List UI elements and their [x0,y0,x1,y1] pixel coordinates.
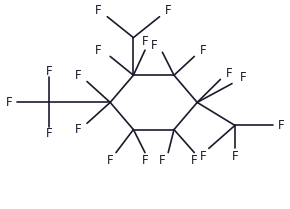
Text: F: F [95,44,102,57]
Text: F: F [6,96,12,109]
Text: F: F [240,71,247,84]
Text: F: F [191,154,197,167]
Text: F: F [46,65,52,78]
Text: F: F [200,44,206,57]
Text: F: F [95,4,102,17]
Text: F: F [226,67,232,80]
Text: F: F [142,154,148,167]
Text: F: F [278,119,284,132]
Text: F: F [107,154,113,167]
Text: F: F [46,127,52,140]
Text: F: F [232,150,238,163]
Text: F: F [151,40,157,52]
Text: F: F [159,154,166,167]
Text: F: F [75,69,81,82]
Text: F: F [200,150,206,163]
Text: F: F [165,4,171,17]
Text: F: F [75,123,81,136]
Text: F: F [142,35,148,48]
